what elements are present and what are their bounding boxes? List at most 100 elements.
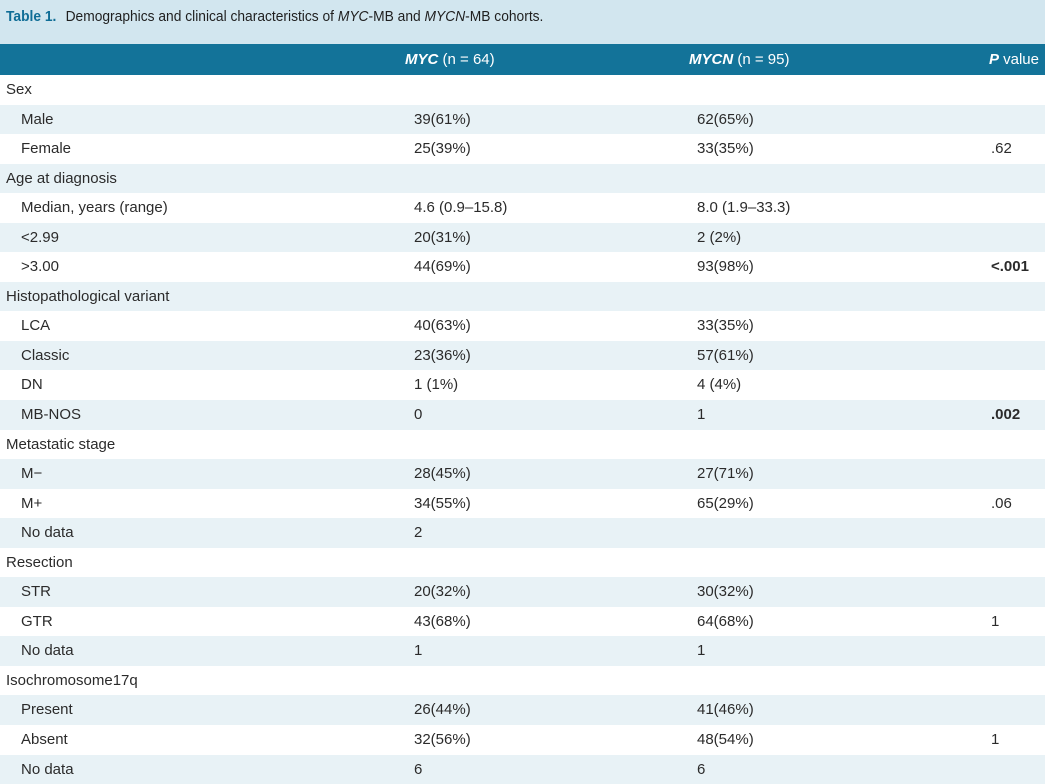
row-label: <2.99 <box>21 228 59 246</box>
table-caption: Table 1. Demographics and clinical charac… <box>6 8 543 26</box>
cell-mycn: 64(68%) <box>697 612 754 630</box>
cell-myc: 2 <box>414 524 423 542</box>
caption-text-3: -MB cohorts. <box>465 8 544 25</box>
cell-myc: 20(32%) <box>414 583 471 601</box>
row-label: STR <box>21 583 51 601</box>
cell-mycn: 1 <box>697 406 706 424</box>
caption-gene-myc: MYC <box>337 8 369 25</box>
cell-p-value: .002 <box>991 406 1021 424</box>
cell-myc: 20(31%) <box>414 228 471 246</box>
header-myc: MYC (n = 64) <box>405 51 495 68</box>
cell-mycn: 41(46%) <box>697 701 754 719</box>
header-p-value: P value <box>989 51 1039 68</box>
cell-mycn: 1 <box>697 642 706 660</box>
cell-p-value: 1 <box>991 612 1000 630</box>
row-label: >3.00 <box>21 258 59 276</box>
table-row: Female 25(39%) 33(35%) .62 <box>0 134 1045 164</box>
cell-mycn: 57(61%) <box>697 346 754 364</box>
cell-p-value: .62 <box>991 140 1012 158</box>
row-label: Female <box>21 140 72 158</box>
table-section-row: Resection <box>0 548 1045 578</box>
header-mycn: MYCN (n = 95) <box>689 51 789 68</box>
cell-myc: 6 <box>414 760 423 778</box>
header-mycn-gene: MYCN <box>689 51 734 68</box>
table-row: No data 1 1 <box>0 636 1045 666</box>
row-label: DN <box>21 376 43 394</box>
row-label: Age at diagnosis <box>6 169 117 187</box>
table-section-row: Sex <box>0 75 1045 105</box>
table-number: Table 1. <box>6 8 57 25</box>
row-label: M− <box>21 465 43 483</box>
cell-mycn: 93(98%) <box>697 258 754 276</box>
table-row: Present 26(44%) 41(46%) <box>0 695 1045 726</box>
row-label: Histopathological variant <box>6 287 170 305</box>
table-caption-band: Table 1. Demographics and clinical charac… <box>0 0 1045 44</box>
row-label: No data <box>21 642 74 660</box>
cell-myc: 44(69%) <box>414 258 471 276</box>
table-section-row: Age at diagnosis <box>0 163 1045 194</box>
header-p-letter: P <box>988 51 999 68</box>
cell-myc: 32(56%) <box>414 731 471 749</box>
row-label: Classic <box>21 346 70 364</box>
table-row: STR 20(32%) 30(32%) <box>0 577 1045 607</box>
table-row: MB-NOS 0 1 .002 <box>0 400 1045 430</box>
cell-p-value: <.001 <box>991 258 1029 276</box>
caption-text-2: -MB and <box>368 8 425 25</box>
cell-myc: 28(45%) <box>414 465 471 483</box>
table-row: LCA 40(63%) 33(35%) <box>0 311 1045 341</box>
row-label: MB-NOS <box>21 406 81 424</box>
table-row: No data 2 <box>0 518 1045 548</box>
cell-mycn: 8.0 (1.9–33.3) <box>697 199 791 217</box>
table-row: M+ 34(55%) 65(29%) .06 <box>0 489 1045 519</box>
table-row: >3.00 44(69%) 93(98%) <.001 <box>0 252 1045 282</box>
cell-myc: 25(39%) <box>414 140 471 158</box>
header-p-text: value <box>998 51 1039 68</box>
row-label: M+ <box>21 494 43 512</box>
table-row: GTR 43(68%) 64(68%) 1 <box>0 607 1045 637</box>
cell-p-value: .06 <box>991 494 1012 512</box>
row-label: LCA <box>21 317 51 335</box>
row-label: GTR <box>21 612 53 630</box>
cell-mycn: 2 (2%) <box>697 228 742 246</box>
row-label: Resection <box>6 553 73 571</box>
row-label: Isochromosome17q <box>6 671 138 689</box>
row-label: Present <box>21 701 73 719</box>
table-row: M− 28(45%) 27(71%) <box>0 459 1045 489</box>
cell-mycn: 33(35%) <box>697 140 754 158</box>
cell-myc: 4.6 (0.9–15.8) <box>414 199 508 217</box>
cell-mycn: 30(32%) <box>697 583 754 601</box>
header-myc-n: (n = 64) <box>438 51 495 68</box>
table-body: Sex Male 39(61%) 62(65%) Female 25(39%) 33(35%… <box>0 75 1045 784</box>
cell-myc: 43(68%) <box>414 612 471 630</box>
cell-myc: 1 <box>414 642 423 660</box>
row-label: No data <box>21 524 74 542</box>
table-section-row: Isochromosome17q <box>0 666 1045 696</box>
row-label: Metastatic stage <box>6 435 116 453</box>
cell-mycn: 27(71%) <box>697 465 754 483</box>
header-myc-gene: MYC <box>405 51 439 68</box>
cell-myc: 23(36%) <box>414 346 471 364</box>
cell-myc: 34(55%) <box>414 494 471 512</box>
cell-p-value: 1 <box>991 731 1000 749</box>
table-header: MYC (n = 64) MYCN (n = 95) P value <box>0 44 1045 75</box>
cell-myc: 1 (1%) <box>414 376 459 394</box>
cell-myc: 40(63%) <box>414 317 471 335</box>
cell-myc: 0 <box>414 406 423 424</box>
cell-mycn: 65(29%) <box>697 494 754 512</box>
header-mycn-n: (n = 95) <box>733 51 790 68</box>
cell-myc: 39(61%) <box>414 110 471 128</box>
table-row: Male 39(61%) 62(65%) <box>0 104 1045 135</box>
table-section-row: Metastatic stage <box>0 430 1045 460</box>
cell-mycn: 4 (4%) <box>697 376 742 394</box>
table-row: <2.99 20(31%) 2 (2%) <box>0 222 1045 253</box>
table-row: Median, years (range) 4.6 (0.9–15.8) 8.0 (… <box>0 193 1045 223</box>
cell-mycn: 6 <box>697 760 706 778</box>
row-label: Absent <box>21 731 68 749</box>
caption-text-1: Demographics and clinical characteristic… <box>65 8 338 25</box>
row-label: No data <box>21 760 74 778</box>
caption-gene-mycn: MYCN <box>424 8 466 25</box>
row-label: Median, years (range) <box>21 199 168 217</box>
table-row: Absent 32(56%) 48(54%) 1 <box>0 725 1045 755</box>
table-section-row: Histopathological variant <box>0 281 1045 312</box>
cell-mycn: 62(65%) <box>697 110 754 128</box>
